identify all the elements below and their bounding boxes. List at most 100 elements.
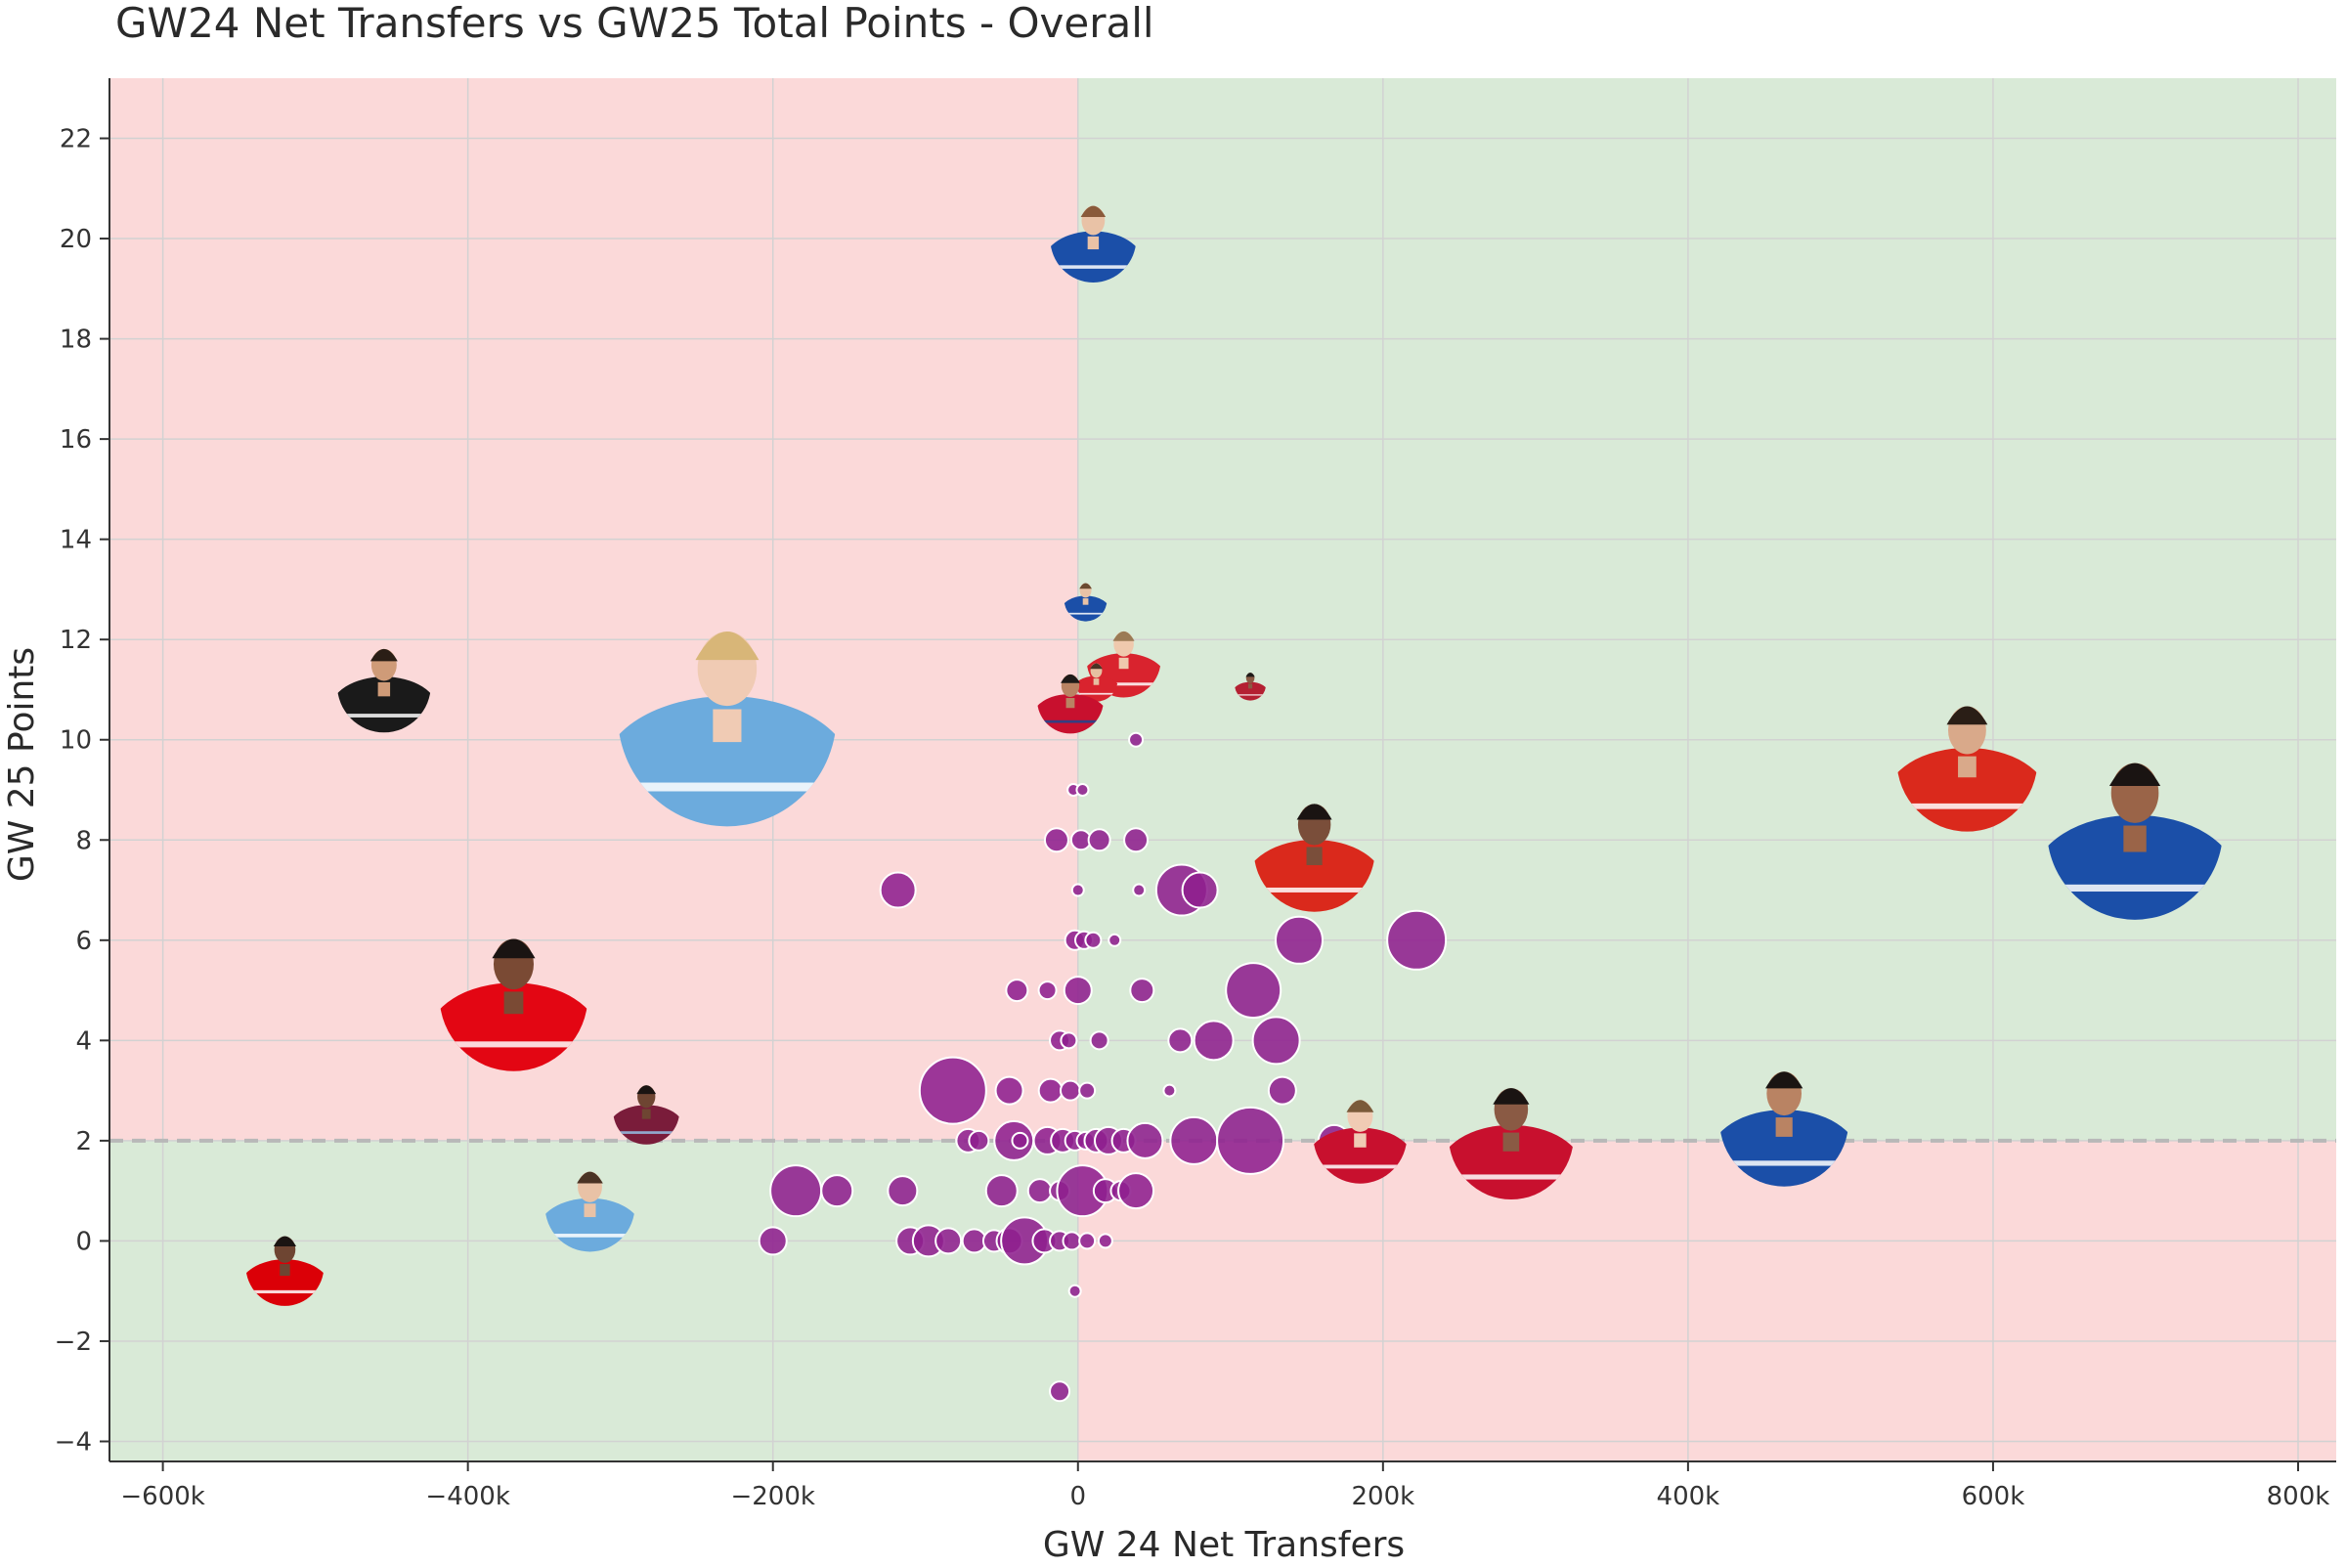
bubble-point [918, 1056, 987, 1125]
bubble-point [1162, 1083, 1177, 1098]
bubble-point [820, 1174, 854, 1208]
x-axis-label: GW 24 Net Transfers [1043, 1525, 1405, 1564]
shirt-sponsor-band [447, 1041, 581, 1048]
shirt-sponsor-band [249, 1289, 321, 1294]
player-neck [641, 1109, 651, 1119]
player-neck [1248, 683, 1253, 689]
player-hair [577, 1171, 603, 1184]
player-neck [1082, 598, 1089, 605]
y-tick-label: 4 [75, 1026, 92, 1056]
player-neck [1502, 1132, 1520, 1152]
player-hair [1080, 205, 1107, 218]
player-neck [2123, 825, 2147, 852]
y-tick-label: 6 [75, 927, 92, 956]
player-hair [369, 648, 398, 662]
y-tick-label: 2 [75, 1127, 92, 1156]
shirt-sponsor-band [2056, 884, 2215, 893]
bubble-point [1043, 827, 1069, 853]
player-neck [1093, 678, 1100, 685]
bubble-point [769, 1164, 823, 1218]
player-hair [1112, 631, 1135, 641]
bubble-point [1059, 1079, 1081, 1102]
player-neck [1087, 236, 1100, 250]
player-hair [1079, 583, 1092, 589]
bubble-point [758, 1226, 788, 1256]
player-hair [1346, 1100, 1374, 1112]
bubble-point [1123, 827, 1150, 853]
player-neck [503, 991, 524, 1015]
bubble-point [1129, 978, 1155, 1004]
y-tick-label: 20 [60, 225, 92, 254]
bubble-point [1216, 1106, 1285, 1175]
bubble-point [1225, 962, 1282, 1020]
bubble-layer [758, 731, 1448, 1403]
x-tick-label: −400k [425, 1482, 509, 1511]
bubble-point [1089, 1030, 1109, 1051]
y-tick-label: 16 [60, 425, 92, 455]
player-hair [1061, 674, 1080, 683]
shirt-sponsor-band [629, 782, 826, 792]
player-neck [1065, 698, 1075, 709]
quadrant-backgrounds [109, 78, 2336, 1461]
player-neck [1118, 657, 1129, 670]
bubble-point [1167, 1027, 1194, 1054]
shirt-sponsor-band [341, 714, 427, 718]
player-hair [1296, 804, 1332, 820]
bubble-point [1193, 1020, 1235, 1062]
y-tick-label: −4 [55, 1427, 92, 1457]
shirt-sponsor-band [1076, 692, 1116, 695]
tick-labels: −600k −400k −200k 0 200k 400k 600k 800k −4 −2 0 2 4 6… [55, 125, 2330, 1511]
player-hair [1765, 1071, 1803, 1089]
bubble-point [1037, 1077, 1064, 1104]
player-hair [492, 938, 536, 959]
bubble-point [887, 1175, 919, 1207]
player-neck [377, 681, 391, 697]
shirt-sponsor-band [549, 1234, 630, 1238]
bubble-point [1070, 883, 1085, 897]
bubble-point [1075, 783, 1090, 798]
player-neck [280, 1264, 290, 1277]
shirt-sponsor-band [1065, 612, 1106, 615]
bubble-point [1132, 883, 1147, 897]
bubble-point [1026, 1178, 1053, 1204]
x-tick-label: 800k [2267, 1482, 2330, 1511]
player-hair [2108, 762, 2161, 787]
bubble-point [934, 1227, 963, 1255]
shirt-sponsor-band [1903, 803, 2031, 809]
x-tick-label: 200k [1351, 1482, 1414, 1511]
bubble-point [1126, 1121, 1164, 1159]
player-neck [1958, 756, 1977, 778]
bubble-point [1011, 1131, 1029, 1150]
shirt-sponsor-band [1236, 694, 1265, 696]
x-tick-label: 0 [1070, 1482, 1087, 1511]
x-tick-label: 600k [1962, 1482, 2025, 1511]
bubble-point [1117, 1172, 1155, 1210]
player-hair [1245, 673, 1255, 677]
bubble-point [1078, 1081, 1097, 1100]
x-tick-label: −600k [120, 1482, 204, 1511]
shirt-sponsor-band [1259, 887, 1369, 893]
y-tick-label: 18 [60, 326, 92, 355]
y-axis-label: GW 25 Points [2, 647, 42, 882]
player-hair [273, 1236, 297, 1247]
bubble-point [1084, 931, 1103, 949]
bubble-point [984, 1174, 1019, 1208]
bubble-point [1087, 828, 1111, 852]
shirt-sponsor-band [616, 1131, 676, 1134]
player-neck [713, 709, 742, 743]
y-tick-label: 12 [60, 626, 92, 655]
y-tick-label: 22 [60, 125, 92, 154]
bubble-point [1251, 1016, 1301, 1066]
bubble-point [1275, 915, 1325, 965]
player-neck [1306, 847, 1323, 866]
player-hair [636, 1085, 657, 1095]
shirt-sponsor-band [1455, 1174, 1568, 1180]
shirt-sponsor-band [1090, 682, 1157, 686]
bubble-point [1169, 1115, 1219, 1165]
player-hair [1946, 706, 1988, 725]
bubble-point [1049, 1380, 1071, 1403]
shirt-sponsor-band [1040, 719, 1101, 723]
y-tick-label: 8 [75, 826, 92, 855]
